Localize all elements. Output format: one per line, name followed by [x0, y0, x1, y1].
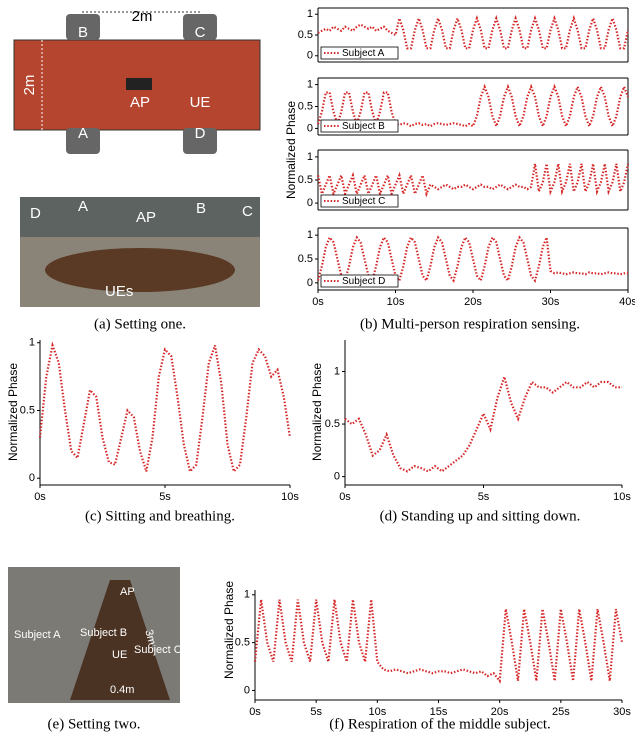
y-tick-label: 0: [244, 684, 250, 696]
y-tick-label: 1: [29, 337, 35, 349]
series-line: [318, 238, 628, 281]
x-tick-label: 0s: [339, 491, 351, 503]
photo-label: Subject A: [14, 629, 61, 641]
y-tick-label: 1: [334, 365, 340, 377]
x-tick-label: 40s: [619, 296, 635, 308]
legend-label: Subject D: [342, 276, 385, 287]
y-tick-label: 0.5: [298, 29, 313, 41]
ue-label: B: [78, 24, 88, 41]
y-tick-label: 0: [334, 471, 340, 483]
x-tick-label: 30s: [542, 296, 560, 308]
ue-label: A: [78, 125, 88, 142]
series-line: [345, 377, 622, 472]
y-axis-label: Normalized Phase: [310, 363, 324, 461]
y-tick-label: 0.5: [235, 637, 250, 649]
setting-two-photo: AP Subject A Subject B Subject C 3m UE 0…: [8, 567, 182, 703]
y-tick-label: 0.5: [298, 253, 313, 265]
x-tick-label: 10s: [387, 296, 405, 308]
y-tick-label: 1: [307, 229, 313, 241]
photo-label: A: [78, 198, 88, 215]
ap-device: [126, 78, 152, 90]
y-axis-label: Normalized Phase: [222, 581, 236, 679]
x-tick-label: 10s: [613, 491, 631, 503]
photo-label: UE: [112, 649, 127, 661]
x-tick-label: 10s: [281, 491, 299, 503]
y-tick-label: 0.5: [298, 100, 313, 112]
ue-label: D: [195, 125, 206, 142]
x-tick-label: 0s: [249, 706, 261, 718]
x-tick-label: 20s: [464, 296, 482, 308]
y-tick-label: 0: [307, 197, 313, 209]
photo-label: B: [196, 200, 206, 217]
width-label: 2m: [132, 8, 153, 25]
photo-label: Subject C: [134, 644, 182, 656]
series-line: [318, 18, 628, 48]
x-tick-label: 0s: [34, 491, 46, 503]
x-tick-label: 25s: [552, 706, 570, 718]
caption: (b) Multi-person respiration sensing.: [360, 316, 580, 332]
figure: 2m 2m B C A D AP UE D A AP B C UEs (a) S…: [0, 0, 635, 740]
legend-label: Subject A: [342, 48, 385, 59]
ue-label: C: [195, 24, 206, 41]
x-tick-label: 5s: [159, 491, 171, 503]
series-line: [40, 345, 290, 471]
y-axis-label: Normalized Phase: [284, 101, 298, 199]
y-tick-label: 1: [244, 589, 250, 601]
photo-label: 0.4m: [110, 684, 134, 696]
photo-label: AP: [136, 209, 156, 226]
photo-label: C: [242, 203, 253, 220]
photo-label: Subject B: [80, 627, 127, 639]
y-tick-label: 0: [307, 50, 313, 62]
y-tick-label: 0: [29, 472, 35, 484]
height-label: 2m: [21, 75, 38, 96]
caption: (d) Standing up and sitting down.: [380, 508, 581, 524]
y-tick-label: 0: [307, 277, 313, 289]
setting-one-photo: D A AP B C UEs: [20, 197, 260, 307]
photo-table: [45, 248, 235, 292]
x-tick-label: 30s: [613, 706, 631, 718]
x-tick-label: 5s: [310, 706, 322, 718]
x-tick-label: 0s: [312, 296, 324, 308]
caption: (a) Setting one.: [94, 316, 186, 332]
y-tick-label: 1: [307, 151, 313, 163]
y-tick-label: 0.5: [20, 404, 35, 416]
y-tick-label: 0.5: [298, 174, 313, 186]
photo-label: UEs: [105, 283, 133, 300]
y-tick-label: 1: [307, 78, 313, 90]
y-axis-label: Normalized Phase: [6, 363, 20, 461]
series-line: [255, 600, 622, 681]
setting-one-diagram: 2m 2m B C A D AP UE: [14, 8, 260, 154]
series-line: [318, 164, 628, 194]
legend-label: Subject B: [342, 121, 385, 132]
y-tick-label: 0: [307, 122, 313, 134]
y-tick-label: 1: [307, 8, 313, 20]
caption: (f) Respiration of the middle subject.: [329, 716, 551, 732]
ue-text: UE: [190, 94, 211, 111]
caption: (c) Sitting and breathing.: [85, 508, 235, 524]
y-tick-label: 0.5: [325, 418, 340, 430]
x-tick-label: 5s: [478, 491, 490, 503]
photo-label: D: [30, 205, 41, 222]
ap-label: AP: [130, 94, 150, 111]
photo-label: AP: [120, 586, 135, 598]
caption: (e) Setting two.: [48, 716, 141, 732]
page: { "setting_one": { "diagram": {"width_la…: [0, 0, 635, 740]
legend-label: Subject C: [342, 196, 385, 207]
